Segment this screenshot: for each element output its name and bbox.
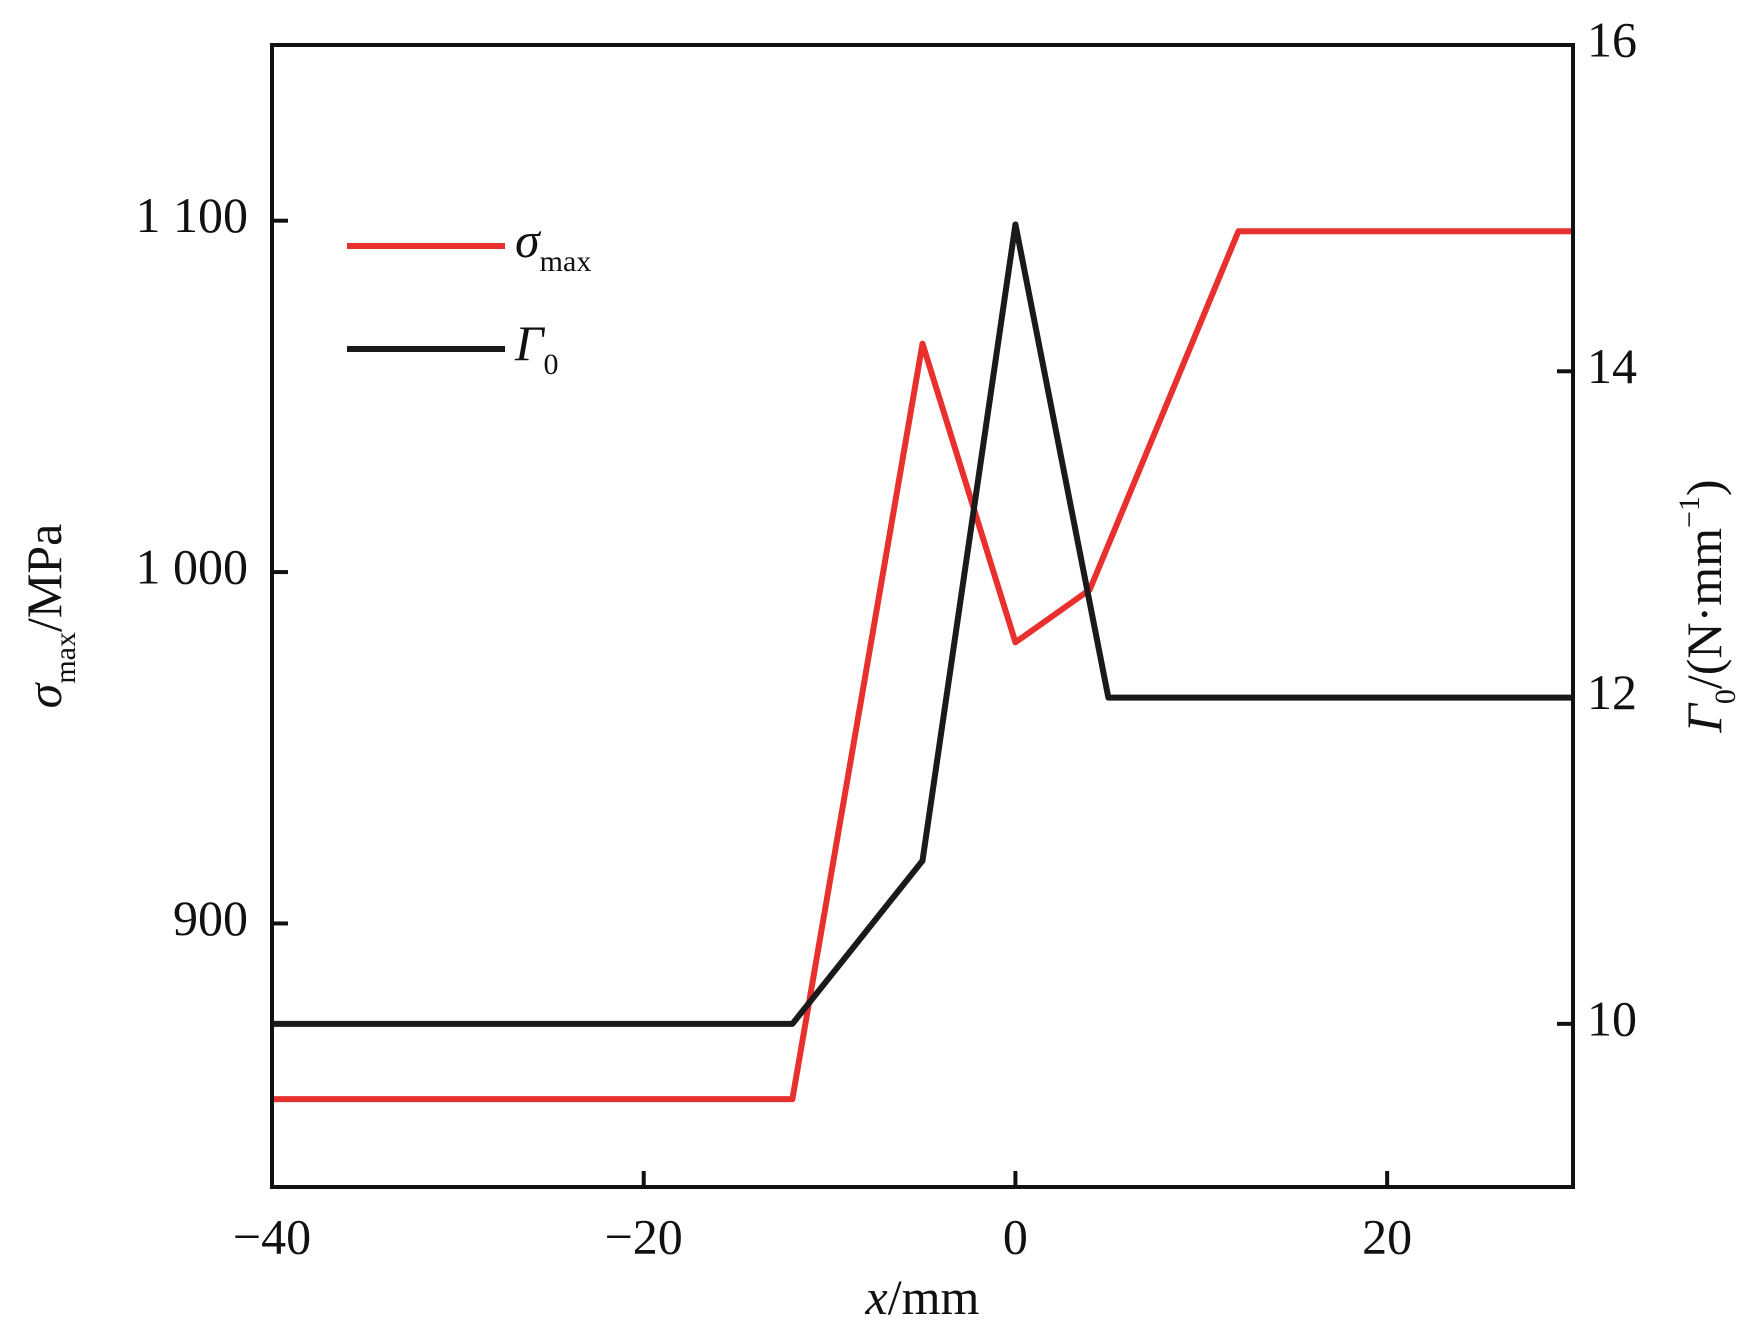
y2-tick-label: 12	[1587, 664, 1637, 720]
legend-label: Γ0	[514, 315, 558, 380]
y2-tick-label: 16	[1587, 11, 1637, 67]
y2-axis-label-part: Γ	[1676, 702, 1732, 734]
x-axis-label: x/mm	[865, 1269, 980, 1325]
x-tick-label: −20	[605, 1208, 683, 1264]
y-axis-label-part: /MPa	[16, 524, 72, 632]
y-axis-label-part: σ	[16, 681, 72, 708]
x-tick-label: −40	[233, 1208, 311, 1264]
line-series	[272, 228, 1573, 1103]
y2-axis-label-part: 0	[1709, 689, 1742, 704]
x-axis-label-part: /mm	[888, 1269, 980, 1325]
y-tick-label: 1 000	[136, 539, 249, 595]
y2-axis-label-part: /(N·mm	[1676, 528, 1732, 689]
legend-label: σmax	[515, 212, 591, 277]
x-tick-label: 20	[1362, 1208, 1412, 1264]
plot-frame	[270, 43, 1575, 1189]
y-tick-label: 1 100	[136, 187, 249, 243]
y-tick-label: 900	[173, 890, 248, 946]
y2-tick-label: 10	[1587, 990, 1637, 1046]
line-series	[272, 221, 1573, 1027]
y-axis-label: σmax/MPa	[16, 524, 81, 709]
y2-axis-label-part: )	[1676, 479, 1732, 496]
x-tick-label: 0	[1003, 1208, 1028, 1264]
y2-tick-label: 14	[1587, 338, 1637, 394]
y2-axis-label: Γ0/(N·mm−1)	[1673, 479, 1742, 733]
y-axis-label-part: max	[49, 632, 82, 684]
x-axis-label-part: x	[865, 1269, 888, 1325]
y2-axis-label-part: −1	[1673, 496, 1706, 528]
